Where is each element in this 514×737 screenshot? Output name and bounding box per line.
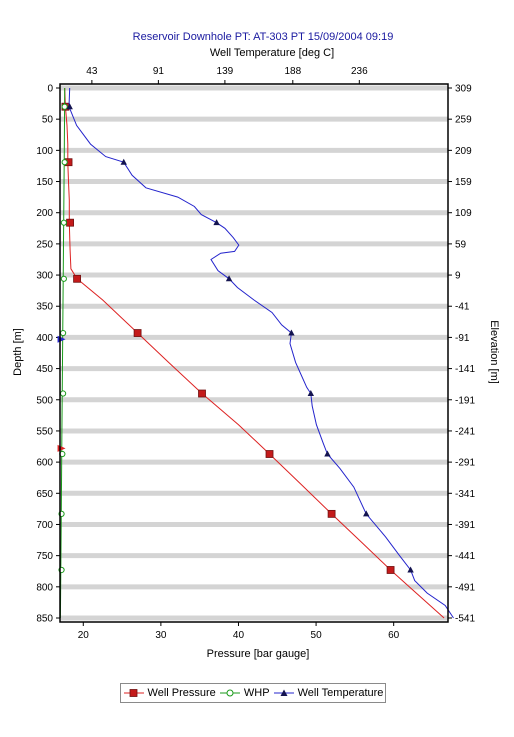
chart-title: Reservoir Downhole PT: AT-303 PT 15/09/2… bbox=[133, 31, 394, 43]
data-point-well-temperature bbox=[66, 103, 73, 110]
right-tick-label: -141 bbox=[455, 364, 475, 375]
right-tick-label: 309 bbox=[455, 84, 472, 95]
left-tick-label: 350 bbox=[36, 302, 53, 313]
bottom-tick-label: 30 bbox=[155, 630, 167, 641]
legend-label-whp: WHP bbox=[243, 687, 270, 699]
left-tick-label: 100 bbox=[36, 146, 53, 157]
bottom-axis-title: Pressure [bar gauge] bbox=[207, 648, 310, 660]
bottom-tick-label: 60 bbox=[388, 630, 400, 641]
right-tick-label: 109 bbox=[455, 208, 472, 219]
right-tick-label: -291 bbox=[455, 458, 475, 469]
data-point-well-temperature bbox=[225, 275, 233, 282]
legend-label-well-pressure: Well Pressure bbox=[147, 687, 216, 699]
top-tick-label: 91 bbox=[153, 66, 165, 77]
left-tick-label: 850 bbox=[36, 614, 53, 625]
data-point-well-pressure bbox=[198, 389, 206, 398]
right-tick-label: -241 bbox=[455, 426, 475, 437]
data-point-well-temperature bbox=[288, 329, 295, 336]
bottom-tick-label: 40 bbox=[233, 630, 245, 641]
right-tick-label: 9 bbox=[455, 271, 461, 282]
data-point-whp bbox=[60, 390, 67, 397]
chart-legend: Well Pressure WHP Well Temperature bbox=[120, 683, 386, 703]
data-point-whp bbox=[61, 159, 68, 166]
data-point-whp bbox=[60, 329, 67, 337]
plot-frame bbox=[59, 83, 449, 623]
data-point-well-pressure bbox=[265, 450, 274, 458]
right-tick-label: 59 bbox=[455, 239, 467, 250]
right-tick-label: -491 bbox=[455, 582, 475, 593]
legend-marker-square bbox=[123, 689, 144, 697]
legend-item-well-temperature: Well Temperature bbox=[273, 687, 384, 699]
right-tick-label: -391 bbox=[455, 520, 475, 531]
legend-item-whp: WHP bbox=[219, 687, 270, 699]
data-point-well-pressure bbox=[73, 274, 81, 283]
top-tick-label: 43 bbox=[86, 66, 98, 77]
left-tick-label: 50 bbox=[42, 115, 54, 126]
right-tick-label: -541 bbox=[455, 614, 475, 625]
right-tick-label: 209 bbox=[455, 146, 472, 157]
right-tick-label: 259 bbox=[455, 115, 472, 126]
data-point-well-pressure bbox=[66, 218, 74, 227]
data-point-well-pressure bbox=[386, 566, 395, 574]
legend-label-well-temperature: Well Temperature bbox=[297, 687, 384, 699]
legend-item-well-pressure: Well Pressure bbox=[123, 687, 216, 699]
data-point-well-temperature bbox=[307, 390, 315, 397]
bottom-tick-label: 20 bbox=[78, 630, 90, 641]
series-line-whp bbox=[59, 87, 66, 619]
left-tick-label: 700 bbox=[36, 520, 53, 531]
bottom-tick-label: 50 bbox=[311, 630, 323, 641]
right-tick-label: -441 bbox=[455, 551, 475, 562]
left-tick-label: 150 bbox=[36, 177, 53, 188]
left-tick-label: 800 bbox=[36, 582, 53, 593]
right-tick-label: 159 bbox=[455, 177, 472, 188]
legend-marker-triangle bbox=[273, 689, 294, 696]
left-tick-label: 650 bbox=[36, 489, 53, 500]
data-point-well-pressure bbox=[327, 509, 336, 518]
top-tick-label: 139 bbox=[217, 66, 234, 77]
data-point-well-temperature bbox=[120, 158, 127, 165]
data-point-whp bbox=[60, 219, 67, 226]
top-axis-title: Well Temperature [deg C] bbox=[210, 47, 334, 59]
left-tick-label: 750 bbox=[36, 551, 53, 562]
data-point-whp bbox=[61, 103, 68, 110]
left-tick-label: 0 bbox=[47, 84, 53, 95]
data-point-well-pressure bbox=[133, 329, 142, 337]
left-axis-title: Depth [m] bbox=[12, 328, 24, 376]
left-tick-label: 450 bbox=[36, 364, 53, 375]
legend-marker-circle bbox=[219, 689, 240, 697]
right-tick-label: -341 bbox=[455, 489, 475, 500]
series-line-well-pressure bbox=[64, 87, 445, 619]
right-axis-title: Elevation [m] bbox=[488, 320, 500, 384]
data-point-well-temperature bbox=[324, 450, 331, 457]
right-tick-label: -191 bbox=[455, 395, 475, 406]
top-tick-label: 236 bbox=[351, 66, 368, 77]
top-tick-label: 188 bbox=[284, 66, 301, 77]
left-tick-label: 550 bbox=[36, 426, 53, 437]
left-tick-label: 500 bbox=[36, 395, 53, 406]
left-tick-label: 600 bbox=[36, 458, 53, 469]
data-point-well-temperature bbox=[213, 219, 220, 226]
left-tick-label: 300 bbox=[36, 271, 53, 282]
left-tick-label: 200 bbox=[36, 208, 53, 219]
left-tick-label: 250 bbox=[36, 239, 53, 250]
data-point-whp bbox=[60, 275, 67, 282]
right-tick-label: -41 bbox=[455, 302, 470, 313]
left-tick-label: 400 bbox=[36, 333, 53, 344]
right-tick-label: -91 bbox=[455, 333, 470, 344]
data-point-well-temperature bbox=[363, 510, 370, 517]
plot-background bbox=[60, 84, 448, 622]
data-point-well-temperature bbox=[407, 566, 414, 573]
chart-canvas: Reservoir Downhole PT: AT-303 PT 15/09/2… bbox=[12, 31, 500, 660]
